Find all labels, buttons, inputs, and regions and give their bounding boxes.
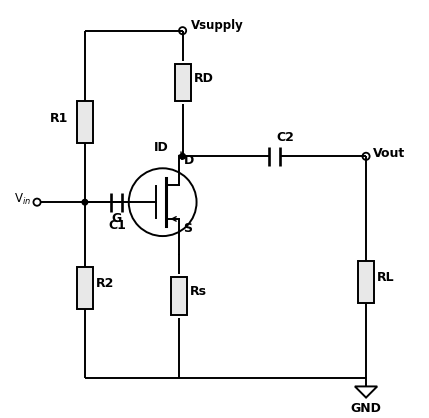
Text: Rs: Rs bbox=[190, 285, 207, 298]
Text: D: D bbox=[183, 154, 193, 167]
Text: R2: R2 bbox=[96, 278, 115, 291]
Text: C1: C1 bbox=[109, 219, 127, 232]
Bar bbox=[358, 261, 374, 303]
Bar bbox=[171, 277, 187, 315]
Bar bbox=[77, 267, 93, 309]
Text: ID: ID bbox=[154, 141, 169, 154]
Text: S: S bbox=[183, 222, 192, 235]
Text: V$_{in}$: V$_{in}$ bbox=[14, 191, 31, 206]
Text: R1: R1 bbox=[50, 112, 68, 125]
Text: Vsupply: Vsupply bbox=[191, 19, 244, 33]
Circle shape bbox=[180, 153, 185, 159]
Text: C2: C2 bbox=[276, 131, 294, 144]
Bar bbox=[77, 102, 93, 143]
Text: RL: RL bbox=[377, 271, 395, 285]
Circle shape bbox=[82, 199, 88, 205]
Text: GND: GND bbox=[350, 403, 381, 415]
Text: G: G bbox=[112, 212, 122, 225]
Text: RD: RD bbox=[194, 72, 214, 85]
Text: Vout: Vout bbox=[373, 147, 405, 160]
Bar bbox=[175, 64, 190, 102]
